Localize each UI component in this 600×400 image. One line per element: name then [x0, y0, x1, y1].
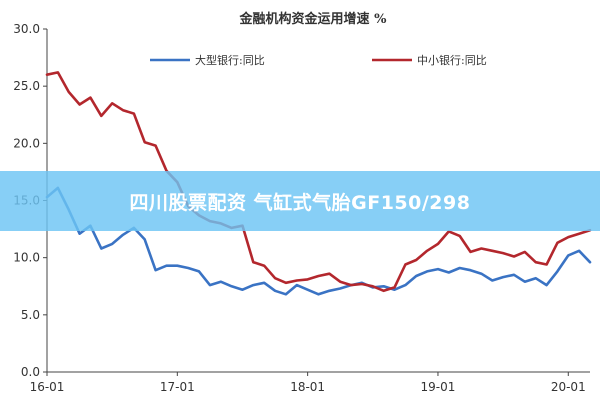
y-tick-label: 25.0 — [13, 79, 40, 93]
y-tick-label: 5.0 — [21, 308, 40, 322]
chart-legend: 大型银行:同比 中小银行:同比 — [150, 53, 487, 67]
x-tick-label: 18-01 — [290, 380, 325, 394]
legend-label-1: 中小银行:同比 — [417, 53, 487, 67]
x-tick-label: 16-01 — [30, 380, 65, 394]
y-axis-ticks: 0.05.010.015.020.025.030.0 — [13, 22, 47, 379]
x-axis-ticks: 16-01 17-01 18-01 19-01 20-01 — [30, 372, 586, 394]
y-tick-label: 30.0 — [13, 22, 40, 36]
y-tick-label: 20.0 — [13, 136, 40, 150]
x-tick-label: 17-01 — [160, 380, 195, 394]
watermark-banner-text: 四川股票配资 气缸式气胎GF150/298 — [129, 192, 471, 214]
x-tick-label: 19-01 — [421, 380, 456, 394]
series-line-0 — [45, 186, 592, 296]
legend-label-0: 大型银行:同比 — [195, 53, 265, 67]
y-tick-label: 10.0 — [13, 251, 40, 265]
chart-title: 金融机构资金运用增速 % — [239, 11, 388, 27]
series-line-1 — [45, 71, 592, 293]
y-tick-label: 0.0 — [21, 365, 40, 379]
watermark-banner — [0, 171, 600, 231]
plot-area — [45, 71, 592, 296]
x-tick-label: 20-01 — [551, 380, 586, 394]
